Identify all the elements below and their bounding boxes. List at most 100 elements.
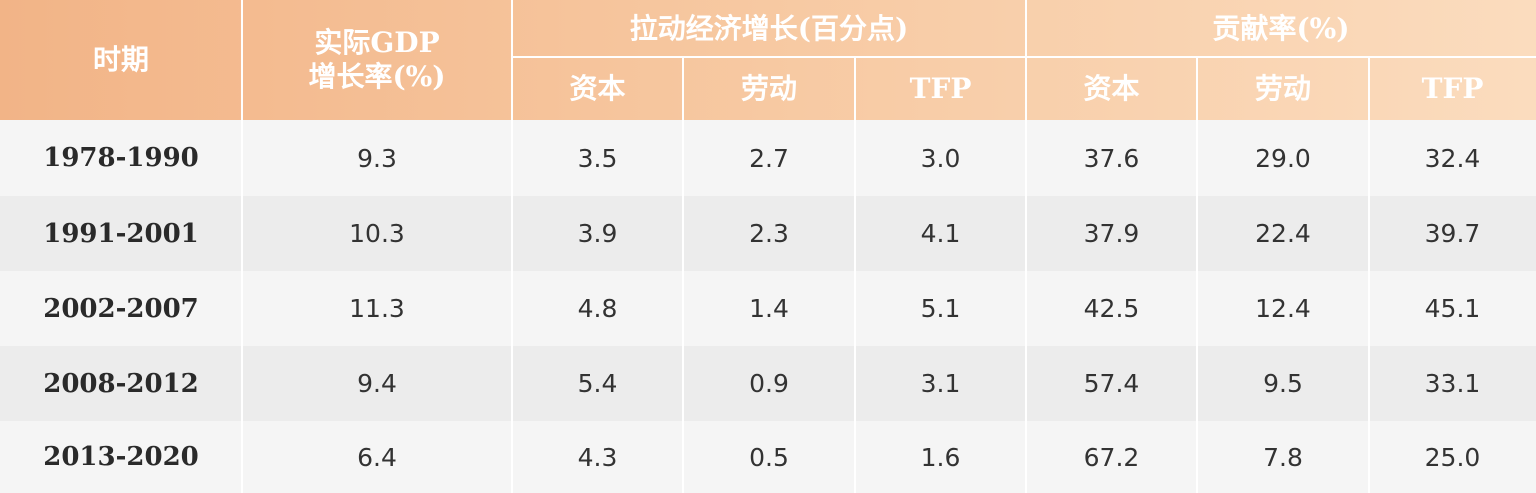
value-cell: 32.4 [1369, 120, 1536, 196]
value-cell: 9.5 [1197, 346, 1369, 421]
value-cell: 45.1 [1369, 271, 1536, 346]
cell-text: 贡献率(%) [1212, 11, 1350, 45]
cell-text: 45.1 [1424, 294, 1481, 323]
cell-border [512, 56, 1536, 58]
cell-text: 29.0 [1255, 143, 1311, 173]
cell-text: 33.1 [1424, 369, 1481, 398]
cell-text: 57.4 [1083, 369, 1140, 398]
cell-text: 3.5 [577, 143, 618, 173]
value-cell: 39.7 [1369, 196, 1536, 271]
value-cell: 12.4 [1197, 271, 1369, 346]
cell-text: 增长率(%) [308, 60, 446, 93]
value-cell: 3.1 [855, 346, 1026, 421]
cell-text: 实际GDP [314, 26, 440, 59]
value-cell: 9.4 [242, 346, 512, 421]
value-cell: 2.3 [683, 196, 855, 271]
value-cell: 25.0 [1369, 421, 1536, 493]
value-cell: 57.4 [1026, 346, 1197, 421]
cell-text: 11.3 [349, 294, 405, 323]
cell-border [1368, 57, 1370, 493]
value-cell: 1.4 [683, 271, 855, 346]
cell-text: 1.6 [920, 442, 961, 472]
value-cell: 0.9 [683, 346, 855, 421]
cell-text: 39.7 [1424, 219, 1481, 248]
header-sub: 资本 [512, 57, 683, 120]
cell-border [1025, 0, 1027, 493]
cell-text: 1991-2001 [43, 218, 199, 249]
value-cell: 7.8 [1197, 421, 1369, 493]
header-group: 贡献率(%) [1026, 0, 1536, 57]
value-cell: 67.2 [1026, 421, 1197, 493]
cell-text: 9.3 [357, 143, 397, 173]
cell-text: 时期 [92, 43, 149, 76]
value-cell: 3.9 [512, 196, 683, 271]
value-cell: 2.7 [683, 120, 855, 196]
cell-border [854, 57, 856, 493]
period-cell: 2002-2007 [0, 271, 242, 346]
period-cell: 2008-2012 [0, 346, 242, 421]
cell-text: 9.4 [357, 369, 397, 398]
value-cell: 37.9 [1026, 196, 1197, 271]
value-cell: 4.8 [512, 271, 683, 346]
cell-text: 2.3 [749, 219, 789, 248]
header-background [0, 0, 1536, 120]
cell-text: 拉动经济增长(百分点) [629, 11, 909, 45]
cell-text: 37.6 [1083, 143, 1140, 173]
cell-border [511, 0, 513, 493]
cell-border [682, 57, 684, 493]
cell-text: 3.0 [920, 143, 961, 173]
cell-text: 32.4 [1424, 143, 1481, 173]
value-cell: 29.0 [1197, 120, 1369, 196]
header-period: 时期 [0, 0, 242, 120]
cell-text: 37.9 [1083, 219, 1140, 248]
cell-text: 2.7 [749, 143, 789, 173]
cell-text: 12.4 [1255, 294, 1311, 323]
header-sub: TFP [855, 57, 1026, 120]
cell-border [1196, 57, 1198, 493]
value-cell: 42.5 [1026, 271, 1197, 346]
cell-text: 2008-2012 [43, 368, 199, 399]
value-cell: 4.1 [855, 196, 1026, 271]
header-sub: TFP [1369, 57, 1536, 120]
period-cell: 1978-1990 [0, 120, 242, 196]
value-cell: 37.6 [1026, 120, 1197, 196]
header-gdp: 实际GDP 增长率(%) [242, 0, 512, 120]
cell-text: 1.4 [749, 294, 789, 323]
value-cell: 10.3 [242, 196, 512, 271]
cell-text: 2002-2007 [43, 293, 199, 324]
cell-text: 4.8 [577, 294, 618, 323]
value-cell: 3.0 [855, 120, 1026, 196]
value-cell: 4.3 [512, 421, 683, 493]
value-cell: 9.3 [242, 120, 512, 196]
cell-text: 0.5 [749, 442, 789, 472]
cell-text: 资本 [569, 71, 626, 105]
cell-text: 劳动 [740, 71, 797, 105]
period-cell: 2013-2020 [0, 421, 242, 493]
cell-text: 劳动 [1254, 71, 1311, 105]
cell-text: 42.5 [1083, 294, 1140, 323]
cell-text: 1978-1990 [43, 143, 199, 173]
cell-text: 5.1 [920, 294, 961, 323]
cell-text: 2013-2020 [43, 442, 199, 472]
value-cell: 3.5 [512, 120, 683, 196]
cell-text: 10.3 [349, 219, 405, 248]
value-cell: 6.4 [242, 421, 512, 493]
cell-text: 5.4 [577, 369, 618, 398]
cell-text: 6.4 [357, 442, 397, 472]
cell-text: 4.1 [920, 219, 961, 248]
value-cell: 1.6 [855, 421, 1026, 493]
cell-text: 3.9 [577, 219, 618, 248]
cell-border [241, 0, 243, 493]
cell-text: TFP [909, 71, 972, 105]
value-cell: 5.1 [855, 271, 1026, 346]
header-sub: 资本 [1026, 57, 1197, 120]
cell-text: 资本 [1083, 71, 1140, 105]
value-cell: 33.1 [1369, 346, 1536, 421]
cell-text: 0.9 [749, 369, 789, 398]
cell-text: 9.5 [1263, 369, 1303, 398]
cell-text: 25.0 [1424, 442, 1481, 472]
cell-text: 22.4 [1255, 219, 1311, 248]
cell-text: 4.3 [577, 442, 618, 472]
value-cell: 0.5 [683, 421, 855, 493]
